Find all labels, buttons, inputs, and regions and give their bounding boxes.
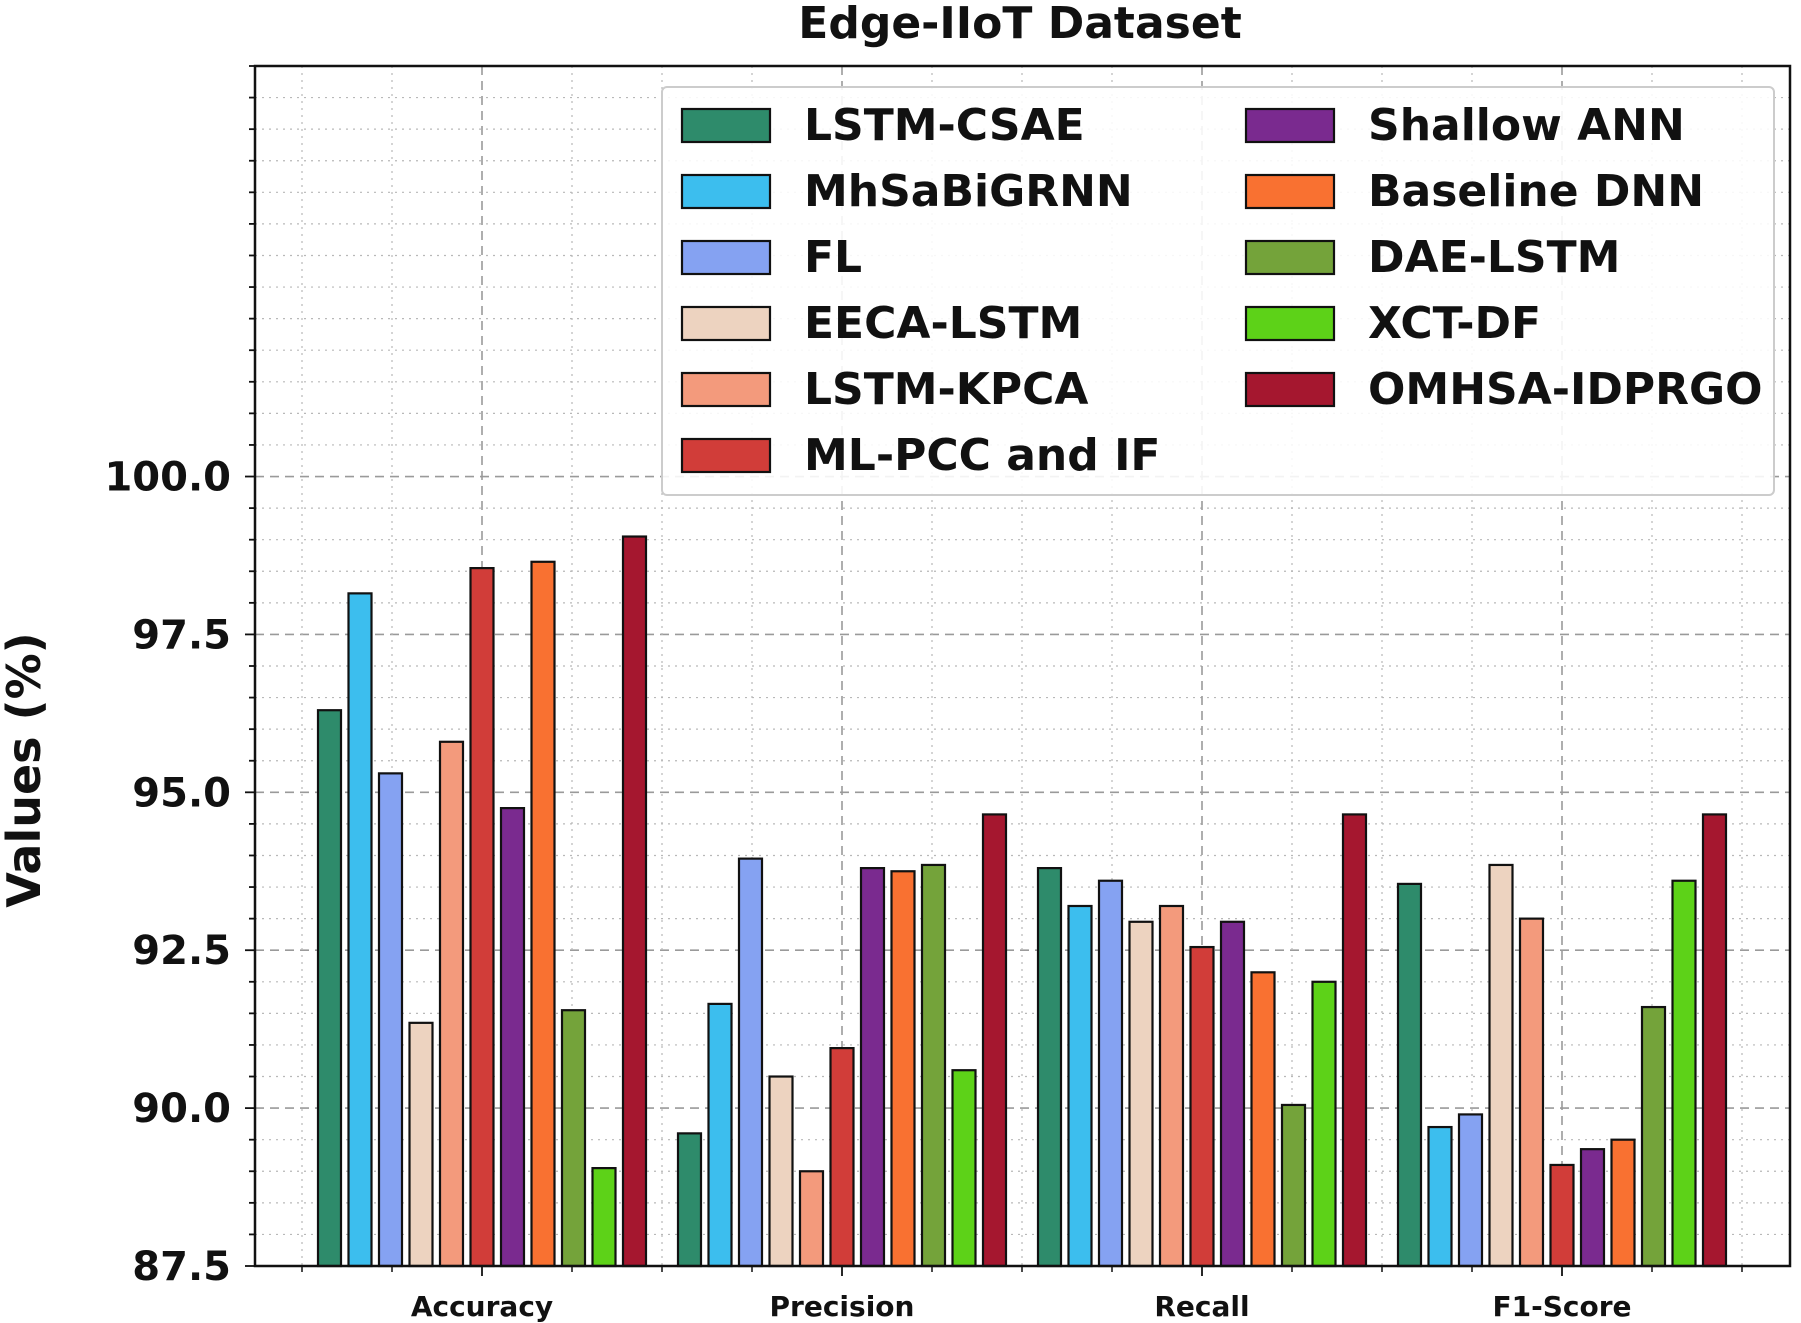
legend-entry: MhSaBiGRNN: [804, 166, 1133, 217]
bars: [316, 535, 1728, 1268]
bar-omhsa-idprgo-precision: [981, 813, 1008, 1268]
x-tick-label: F1-Score: [1492, 1290, 1631, 1323]
legend-entry: Baseline DNN: [1368, 166, 1704, 217]
legend-swatch: [1244, 371, 1336, 408]
x-tick-label: Recall: [1154, 1290, 1249, 1323]
legend-entry: ML-PCC and IF: [804, 430, 1161, 481]
legend-entry: EECA-LSTM: [804, 298, 1082, 349]
legend-entry: LSTM-KPCA: [804, 364, 1088, 415]
axes: 87.5 90.0 92.5 95.0 97.5 100.0 Accuracy Precisi…: [104, 65, 1743, 1323]
legend-entry: DAE-LSTM: [1368, 232, 1620, 283]
bar-dae-lstm-precision: [920, 863, 947, 1268]
bar-xct-df-precision: [951, 1069, 977, 1268]
legend-swatch: [680, 371, 772, 408]
bar-fl-accuracy: [377, 772, 404, 1268]
bar-shallow-ann-accuracy: [499, 807, 526, 1268]
bar-lstm-csae-precision: [676, 1132, 703, 1268]
bar-eeca-lstm-precision: [768, 1075, 794, 1268]
bar-omhsa-idprgo-accuracy: [621, 535, 648, 1268]
bar-mhsabigrnn-recall: [1067, 904, 1093, 1268]
legend-swatch: [1244, 305, 1336, 342]
legend-swatch: [680, 437, 772, 474]
bar-lstm-kpca-recall: [1158, 904, 1185, 1268]
legend: LSTM-CSAE MhSaBiGRNN FL EECA-LSTM LSTM-KPCA M…: [661, 86, 1775, 496]
legend-swatch: [680, 305, 772, 342]
bar-shallow-ann-recall: [1219, 920, 1246, 1268]
bar-lstm-csae-recall: [1036, 867, 1063, 1268]
bar-ml-pcc-and-if-recall: [1189, 945, 1215, 1268]
bar-xct-df-accuracy: [591, 1167, 617, 1268]
bar-mhsabigrnn-accuracy: [347, 592, 373, 1268]
bar-fl-recall: [1097, 879, 1124, 1268]
legend-swatch: [680, 173, 772, 210]
bar-baseline-dnn-f1-score: [1610, 1138, 1636, 1268]
bar-omhsa-idprgo-recall: [1341, 813, 1368, 1268]
bar-lstm-kpca-accuracy: [438, 740, 465, 1268]
x-tick-label: Precision: [770, 1290, 915, 1323]
legend-entry: XCT-DF: [1368, 298, 1541, 349]
bar-dae-lstm-accuracy: [560, 1009, 587, 1268]
bar-dae-lstm-f1-score: [1640, 1005, 1667, 1268]
y-tick-label: 90.0: [132, 1086, 231, 1132]
bar-fl-precision: [737, 857, 764, 1268]
bar-xct-df-f1-score: [1671, 879, 1697, 1268]
bar-mhsabigrnn-f1-score: [1427, 1125, 1453, 1268]
y-axis-label: Values (%): [0, 632, 51, 907]
bar-shallow-ann-precision: [859, 867, 886, 1268]
bar-dae-lstm-recall: [1280, 1103, 1307, 1268]
x-tick-label: Accuracy: [411, 1290, 553, 1323]
legend-entry: FL: [804, 232, 862, 283]
legend-swatch: [1244, 107, 1336, 144]
bar-ml-pcc-and-if-accuracy: [469, 567, 495, 1268]
bar-eeca-lstm-recall: [1128, 920, 1154, 1268]
bar-eeca-lstm-f1-score: [1488, 863, 1514, 1268]
legend-swatch: [1244, 173, 1336, 210]
legend-entry: LSTM-CSAE: [804, 100, 1085, 151]
bar-omhsa-idprgo-f1-score: [1701, 813, 1728, 1268]
legend-swatch: [680, 239, 772, 276]
legend-box: [661, 86, 1775, 496]
bar-ml-pcc-and-if-precision: [829, 1047, 855, 1268]
bar-shallow-ann-f1-score: [1579, 1148, 1606, 1268]
y-tick-label: 95.0: [132, 770, 231, 816]
bar-lstm-csae-f1-score: [1396, 882, 1423, 1268]
bar-xct-df-recall: [1311, 980, 1337, 1268]
legend-entry: Shallow ANN: [1368, 100, 1685, 151]
y-tick-label: 97.5: [132, 612, 231, 658]
legend-swatch: [1244, 239, 1336, 276]
bar-eeca-lstm-accuracy: [408, 1021, 434, 1268]
bar-fl-f1-score: [1457, 1113, 1484, 1268]
legend-entry: OMHSA-IDPRGO: [1368, 364, 1763, 415]
bar-lstm-kpca-precision: [798, 1170, 825, 1268]
legend-swatch: [680, 107, 772, 144]
bar-lstm-kpca-f1-score: [1518, 917, 1545, 1268]
y-tick-label: 87.5: [132, 1244, 231, 1290]
bar-baseline-dnn-recall: [1250, 971, 1276, 1268]
bar-ml-pcc-and-if-f1-score: [1549, 1163, 1575, 1268]
y-tick-label: 92.5: [132, 928, 231, 974]
bar-baseline-dnn-accuracy: [530, 560, 556, 1268]
y-tick-label: 100.0: [104, 455, 231, 501]
chart-title: Edge-IIoT Dataset: [798, 0, 1241, 49]
bar-baseline-dnn-precision: [890, 870, 916, 1268]
bar-lstm-csae-accuracy: [316, 709, 343, 1268]
bar-mhsabigrnn-precision: [707, 1002, 733, 1268]
